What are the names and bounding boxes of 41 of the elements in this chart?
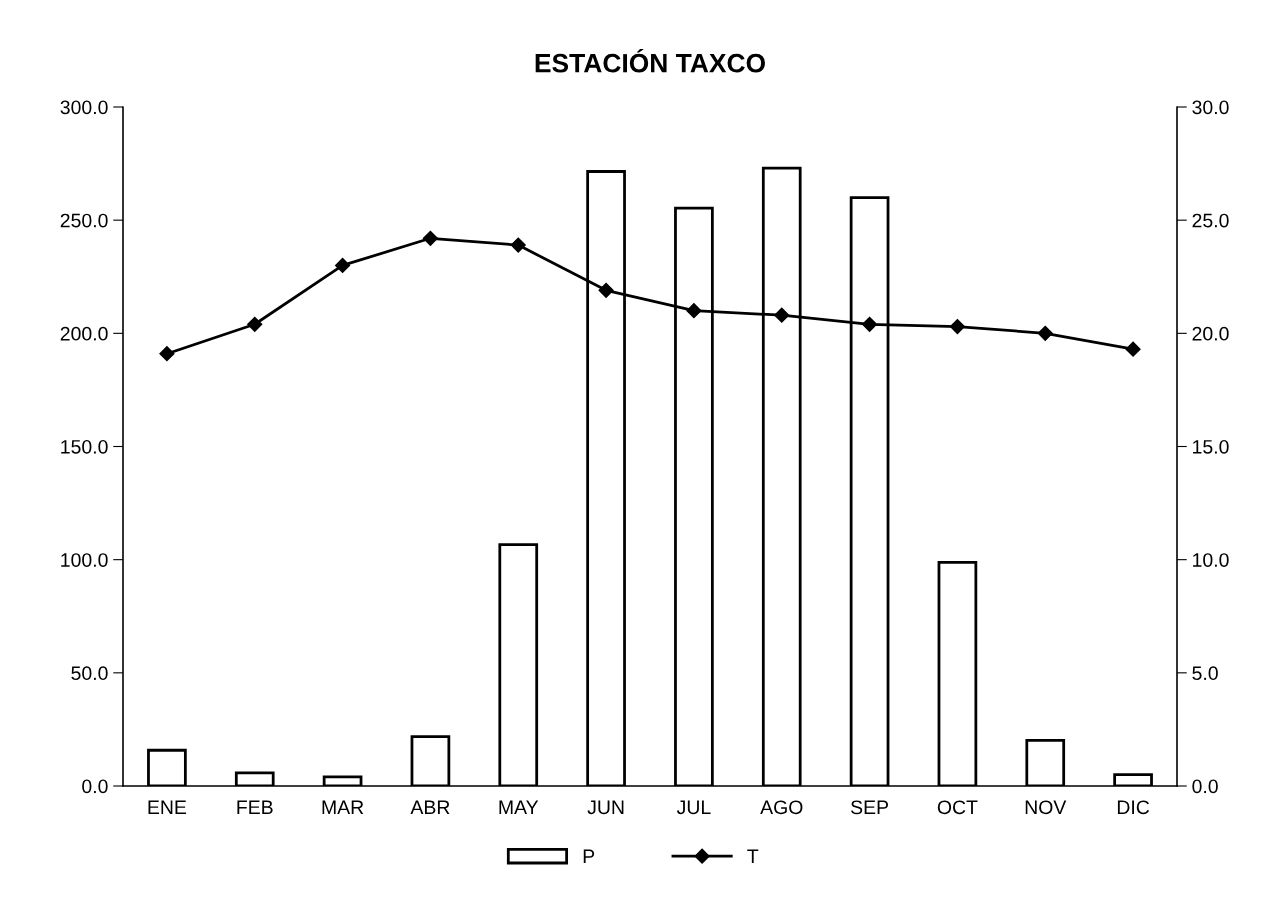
x-tick-label: ABR — [410, 800, 450, 814]
point — [1125, 341, 1141, 357]
y-tick-label: 50.0 — [71, 666, 108, 681]
point — [335, 257, 351, 274]
y-tick-label: 300.0 — [60, 100, 108, 115]
x-tick-label: DIC — [1117, 800, 1150, 815]
y-tick-label: 0.0 — [82, 779, 108, 794]
y-tick-label: 200.0 — [60, 326, 108, 341]
y2-tick-label: 25.0 — [1192, 213, 1229, 228]
y2-tick-label: 30.0 — [1192, 100, 1229, 115]
point — [247, 316, 263, 332]
point — [159, 346, 175, 362]
legend-label: P — [583, 849, 595, 863]
x-tick-label: SEP — [851, 800, 889, 815]
y2-tick-label: 10.0 — [1193, 553, 1229, 567]
y2-tick-label: 20.0 — [1192, 326, 1229, 341]
point — [598, 282, 614, 298]
point — [949, 318, 965, 335]
x-tick-label: ENE — [148, 800, 187, 814]
x-tick-label: AGO — [760, 800, 803, 815]
legend-label: T — [747, 849, 759, 863]
x-tick-label: FEB — [237, 800, 273, 814]
point — [862, 316, 878, 332]
point — [1037, 325, 1053, 341]
y-tick-label: 250.0 — [60, 213, 108, 228]
y2-tick-label: 0.0 — [1192, 779, 1218, 794]
point — [686, 303, 702, 319]
y2-tick-label: 5.0 — [1192, 666, 1218, 681]
x-tick-label: JUN — [587, 800, 624, 815]
y-tick-label: 100.0 — [61, 553, 108, 567]
y-tick-label: 150.0 — [61, 439, 108, 454]
x-tick-label: OCT — [937, 800, 978, 815]
point — [774, 307, 790, 323]
point — [510, 237, 526, 253]
y2-tick-label: 15.0 — [1193, 439, 1229, 454]
x-tick-label: NOV — [1025, 800, 1067, 815]
x-tick-label: MAY — [499, 800, 539, 814]
point — [422, 230, 438, 246]
x-tick-label: MAR — [322, 800, 364, 814]
chart-title: ESTACIÓN TAXCO — [535, 48, 765, 73]
x-tick-label: JUL — [676, 800, 711, 815]
